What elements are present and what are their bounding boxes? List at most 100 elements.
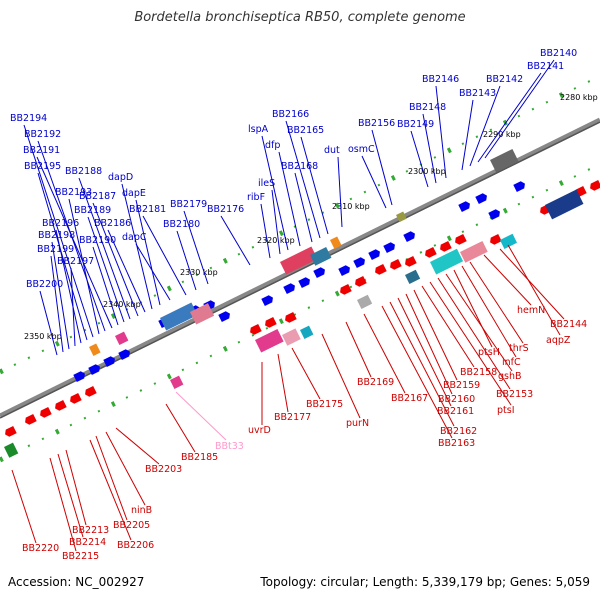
bottom-tick-track-mark xyxy=(97,409,101,413)
top-label-leader xyxy=(337,156,343,228)
top-tick-track-mark xyxy=(195,273,199,277)
bottom-tick-track-mark xyxy=(307,306,311,309)
bottom-tick-track-mark xyxy=(558,180,564,186)
gene-feature-box xyxy=(169,375,184,389)
top-tick-track-mark xyxy=(349,197,353,201)
gene-feature-box xyxy=(490,148,519,173)
bottom-label-leader xyxy=(461,265,517,358)
bottom-tick-track-mark xyxy=(278,318,284,325)
top-label-leader xyxy=(260,203,271,259)
top-label-leader xyxy=(37,172,88,341)
reverse-gene-arrow-shape xyxy=(55,399,67,411)
reverse-gene-arrow-shape xyxy=(425,246,437,258)
bottom-gene-label: thrS xyxy=(509,343,529,354)
reverse-gene-arrow-shape xyxy=(70,392,82,404)
bottom-label-leader xyxy=(413,289,458,381)
bottom-tick-track-mark xyxy=(54,428,60,435)
bottom-gene-label: ninB xyxy=(131,505,152,516)
bottom-gene-label: BB2161 xyxy=(437,406,474,417)
bottom-gene-label: BB2220 xyxy=(22,543,59,554)
gene-feature-box xyxy=(115,331,129,345)
top-label-leader xyxy=(51,241,70,350)
bottom-label-leader xyxy=(363,313,406,394)
top-tick-track-mark xyxy=(251,245,255,249)
bottom-tick-track-mark xyxy=(461,230,465,233)
gene-feature-box xyxy=(404,269,421,284)
top-tick-track-mark xyxy=(475,135,479,139)
bottom-gene-label: BB2203 xyxy=(145,464,182,475)
bottom-label-leader xyxy=(445,273,513,372)
top-gene-label: BB2186 xyxy=(94,218,131,229)
bottom-gene-label: BB2153 xyxy=(496,389,533,400)
bottom-tick-track-mark xyxy=(545,188,549,192)
gene-feature-box xyxy=(430,248,464,275)
top-label-leader xyxy=(135,199,161,306)
top-label-leader xyxy=(371,129,393,206)
top-tick-track-mark xyxy=(558,92,564,98)
forward-gene-arrow-shape xyxy=(103,356,115,368)
top-label-leader xyxy=(107,229,146,313)
bottom-tick-track-mark xyxy=(419,251,423,254)
top-label-leader xyxy=(121,183,153,310)
reverse-gene-arrow xyxy=(5,425,17,437)
reverse-gene-arrow-shape xyxy=(5,425,17,437)
bottom-label-leader xyxy=(381,305,453,439)
bottom-tick-track-mark xyxy=(110,401,116,407)
top-gene-label: BB2200 xyxy=(26,279,63,290)
reverse-gene-arrow-shape xyxy=(85,385,97,397)
top-gene-label: BB2146 xyxy=(422,74,459,85)
top-gene-label: BB2179 xyxy=(170,199,207,210)
forward-gene-arrow xyxy=(298,277,310,289)
kbp-tick-label: 2320 kbp xyxy=(257,236,295,245)
bottom-gene-label: hemN xyxy=(517,305,545,316)
top-gene-label: BB2180 xyxy=(163,219,200,230)
kbp-tick-label: 2300 kbp xyxy=(408,167,446,176)
bottom-label-leader xyxy=(397,297,452,407)
top-gene-label: osmC xyxy=(348,144,375,155)
bottom-tick-track-mark xyxy=(349,285,353,289)
top-gene-label: BB2149 xyxy=(397,119,434,130)
bottom-tick-track-mark xyxy=(265,327,269,330)
top-gene-label: BB2142 xyxy=(486,74,523,85)
top-label-leader xyxy=(87,216,125,323)
top-label-leader xyxy=(361,155,387,209)
forward-gene-arrow-shape xyxy=(383,242,395,254)
bottom-label-leader xyxy=(291,347,321,400)
top-tick-track-mark xyxy=(363,190,367,194)
top-label-leader xyxy=(410,130,429,188)
bottom-gene-label: BB2144 xyxy=(550,319,587,330)
bottom-gene-label: BB2215 xyxy=(62,551,99,562)
top-tick-track-mark xyxy=(377,183,381,187)
forward-gene-arrow-shape xyxy=(73,371,85,383)
gene-feature-box xyxy=(280,246,318,275)
top-tick-track-mark xyxy=(433,156,437,159)
top-label-leader xyxy=(176,230,197,291)
top-tick-track-mark xyxy=(41,349,45,353)
forward-gene-arrow xyxy=(88,364,100,376)
bottom-gene-label: BB2177 xyxy=(274,412,311,423)
bottom-gene-label: BB2158 xyxy=(460,367,497,378)
forward-gene-arrow xyxy=(383,242,395,254)
bottom-tick-track-mark xyxy=(209,354,213,358)
top-label-leader xyxy=(135,243,171,301)
top-label-leader xyxy=(477,72,542,163)
top-gene-label: BB2156 xyxy=(358,118,395,129)
top-tick-track-mark xyxy=(237,252,241,256)
bottom-label-leader xyxy=(469,261,524,344)
bottom-label-leader xyxy=(389,301,455,427)
reverse-gene-arrow xyxy=(455,233,467,245)
top-tick-track-mark xyxy=(334,202,340,209)
reverse-gene-arrow xyxy=(70,392,82,404)
reverse-gene-arrow-shape xyxy=(405,255,417,267)
gene-feature-box xyxy=(356,294,373,309)
forward-gene-arrow xyxy=(475,193,487,205)
reverse-gene-arrow xyxy=(25,413,37,425)
gene-feature-box xyxy=(190,303,215,325)
reverse-gene-arrow xyxy=(250,323,262,335)
forward-gene-arrow xyxy=(313,267,325,279)
bottom-label-leader xyxy=(57,453,84,538)
top-gene-label: BB2188 xyxy=(65,166,102,177)
top-label-leader xyxy=(300,136,329,235)
bottom-gene-label: BB2175 xyxy=(306,399,343,410)
bottom-tick-track-mark xyxy=(587,168,591,171)
